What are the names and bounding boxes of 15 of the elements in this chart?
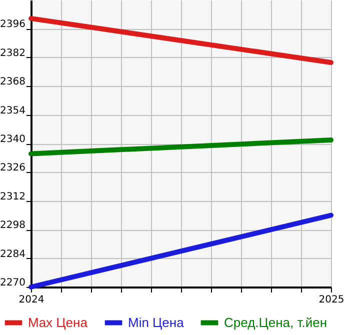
legend-label: Сред.Цена, т.йен <box>224 314 328 330</box>
x-tick-label: 2025 <box>318 294 344 306</box>
legend-label: Max Цена <box>28 314 88 330</box>
y-tick-label: 2284 <box>0 248 26 260</box>
y-tick-label: 2312 <box>0 191 26 202</box>
legend-label: Min Цена <box>128 314 185 330</box>
y-tick-label: 2298 <box>0 220 26 232</box>
y-tick-label: 2326 <box>0 162 26 174</box>
y-tick-label: 2270 <box>0 278 26 288</box>
y-tick-label: 2354 <box>0 105 26 116</box>
x-tick-label: 2024 <box>18 294 44 306</box>
y-tick-label: 2396 <box>0 19 26 30</box>
y-tick-label: 2340 <box>0 134 26 145</box>
y-tick-label: 2382 <box>0 48 26 59</box>
y-tick-label: 2368 <box>0 76 26 88</box>
